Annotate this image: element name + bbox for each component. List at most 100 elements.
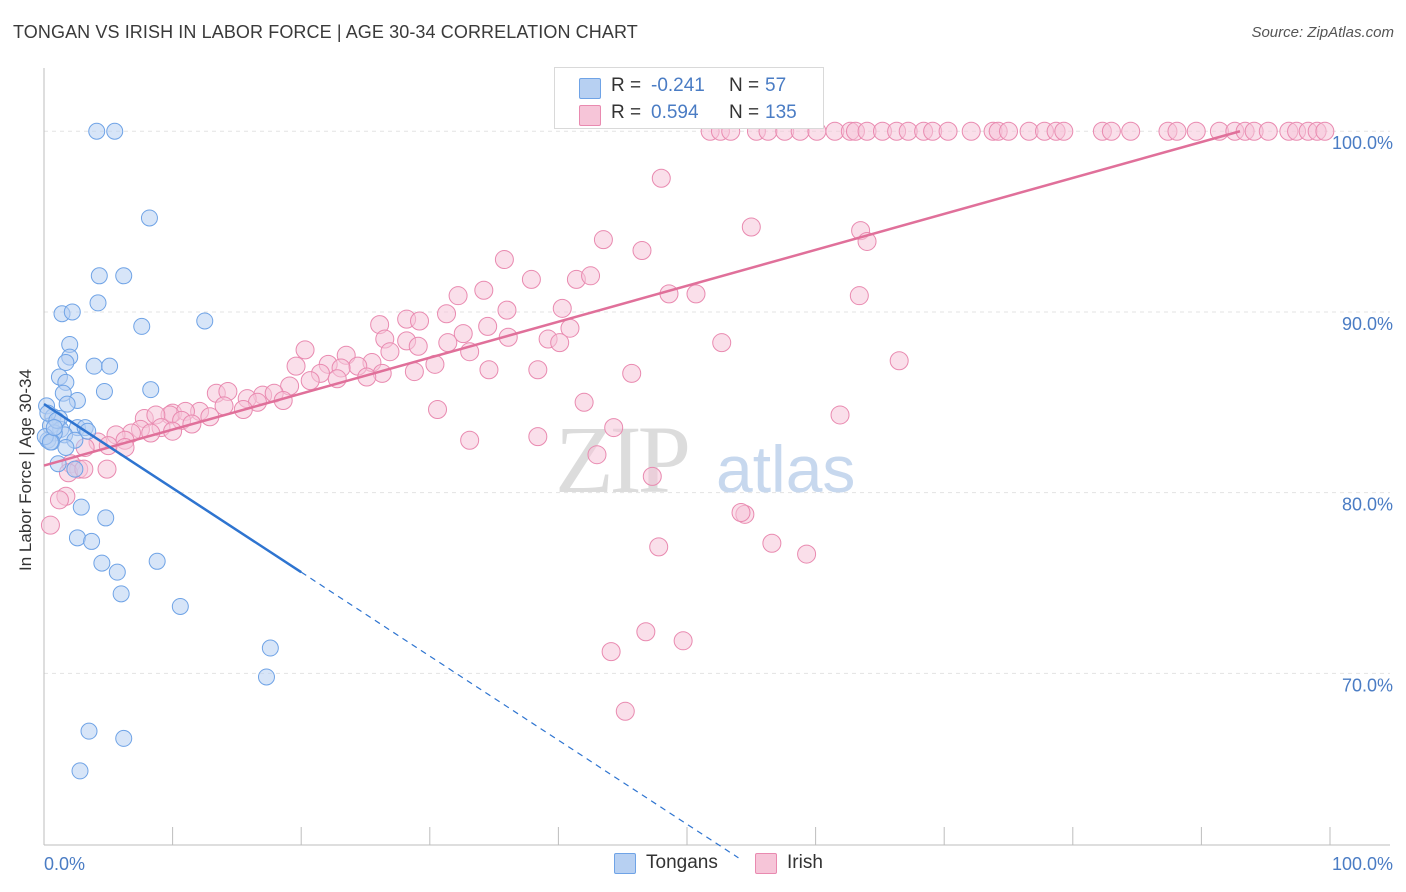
irish-point: [1101, 121, 1121, 141]
irish-point: [731, 503, 751, 523]
irish-point: [686, 284, 706, 304]
irish-point: [961, 121, 981, 141]
tongan-point: [41, 433, 59, 451]
legend-n-value: 57: [765, 75, 787, 96]
irish-point: [649, 537, 669, 557]
tick-labels: 70.0% 80.0% 90.0% 100.0% 0.0% 100.0%: [44, 133, 1393, 874]
watermark: ZIP atlas: [555, 406, 855, 513]
tongan-point: [148, 552, 166, 570]
irish-point: [593, 230, 613, 250]
tongan-points: [36, 122, 279, 780]
tongan-point: [58, 395, 76, 413]
tongan-point: [115, 729, 133, 747]
irish-point: [673, 631, 693, 651]
irish-point: [437, 304, 457, 324]
legend-row-irish: R = 0.594 N = 135: [555, 102, 823, 128]
irish-point: [40, 515, 60, 535]
irish-point: [849, 286, 869, 306]
tongan-point: [72, 498, 90, 516]
legend-n-label: N =: [729, 102, 760, 123]
tongan-point: [45, 419, 63, 437]
irish-point: [1186, 121, 1206, 141]
tongan-point: [140, 209, 158, 227]
irish-point: [97, 459, 117, 479]
x-tick-label-min: 0.0%: [44, 854, 85, 874]
trend-lines: [43, 130, 1241, 859]
irish-legend-label: Irish: [787, 852, 823, 873]
tongan-point: [101, 357, 119, 375]
irish-point: [380, 342, 400, 362]
irish-point: [797, 544, 817, 564]
irish-point: [999, 121, 1018, 141]
irish-point: [601, 642, 621, 662]
tongan-point: [115, 267, 133, 285]
legend-row-tongans: R = -0.241 N = 57: [555, 75, 823, 101]
irish-point: [1121, 121, 1141, 141]
irish-point: [528, 360, 548, 380]
tongan-point: [90, 267, 108, 285]
irish-point: [741, 217, 761, 237]
irish-point: [1054, 121, 1074, 141]
y-tick-label: 80.0%: [1342, 495, 1393, 515]
tongan-point: [89, 294, 107, 312]
watermark-zip: ZIP: [555, 406, 688, 513]
irish-point: [438, 333, 458, 353]
tongan-point: [95, 382, 113, 400]
tongan-trend-extension: [300, 571, 739, 859]
irish-point: [632, 241, 652, 261]
tongan-point: [88, 122, 106, 140]
irish-point: [428, 400, 448, 420]
irish-points: [40, 121, 1335, 721]
tongan-trend-line: [43, 403, 302, 574]
irish-point: [651, 168, 671, 188]
irish-point: [830, 405, 850, 425]
tongan-point: [196, 312, 214, 330]
irish-point: [448, 286, 468, 306]
x-tick-label-max: 100.0%: [1332, 854, 1393, 874]
legend-n-value: 135: [765, 102, 797, 123]
irish-point: [474, 280, 494, 300]
irish-point: [453, 324, 473, 344]
irish-point: [1315, 121, 1335, 141]
axes: [43, 68, 1390, 846]
tongan-point: [257, 668, 275, 686]
irish-point: [550, 333, 570, 353]
irish-point: [642, 466, 662, 486]
irish-point: [404, 362, 424, 382]
tongan-point: [106, 122, 124, 140]
tongan-point: [133, 317, 151, 335]
watermark-atlas: atlas: [716, 432, 855, 506]
irish-point: [581, 266, 601, 286]
tongan-point: [63, 303, 81, 321]
y-tick-label: 70.0%: [1342, 675, 1393, 695]
irish-point: [712, 333, 732, 353]
irish-point: [762, 533, 782, 553]
legend-r-label: R =: [611, 102, 642, 123]
irish-point: [521, 269, 541, 289]
legend-r-value: -0.241: [651, 75, 705, 96]
tongans-legend-label: Tongans: [646, 852, 718, 873]
irish-point: [410, 311, 430, 331]
irish-point: [574, 392, 594, 412]
tongan-point: [57, 354, 75, 372]
tongan-point: [171, 597, 189, 615]
tongan-point: [112, 585, 130, 603]
irish-point: [622, 363, 642, 383]
irish-point: [938, 121, 958, 141]
irish-point: [49, 490, 69, 510]
irish-point: [460, 430, 480, 450]
legend-n-label: N =: [729, 75, 760, 96]
tongan-point: [108, 563, 126, 581]
legend-r-value: 0.594: [651, 102, 699, 123]
tongan-point: [71, 762, 89, 780]
tongan-point: [142, 381, 160, 399]
tongan-point: [83, 532, 101, 550]
irish-swatch: [579, 105, 601, 126]
irish-point: [408, 336, 428, 356]
irish-point: [636, 622, 656, 642]
tongans-legend-swatch: [614, 853, 636, 874]
irish-legend-swatch: [755, 853, 777, 874]
irish-trend-line: [43, 130, 1241, 467]
irish-point: [615, 701, 635, 721]
